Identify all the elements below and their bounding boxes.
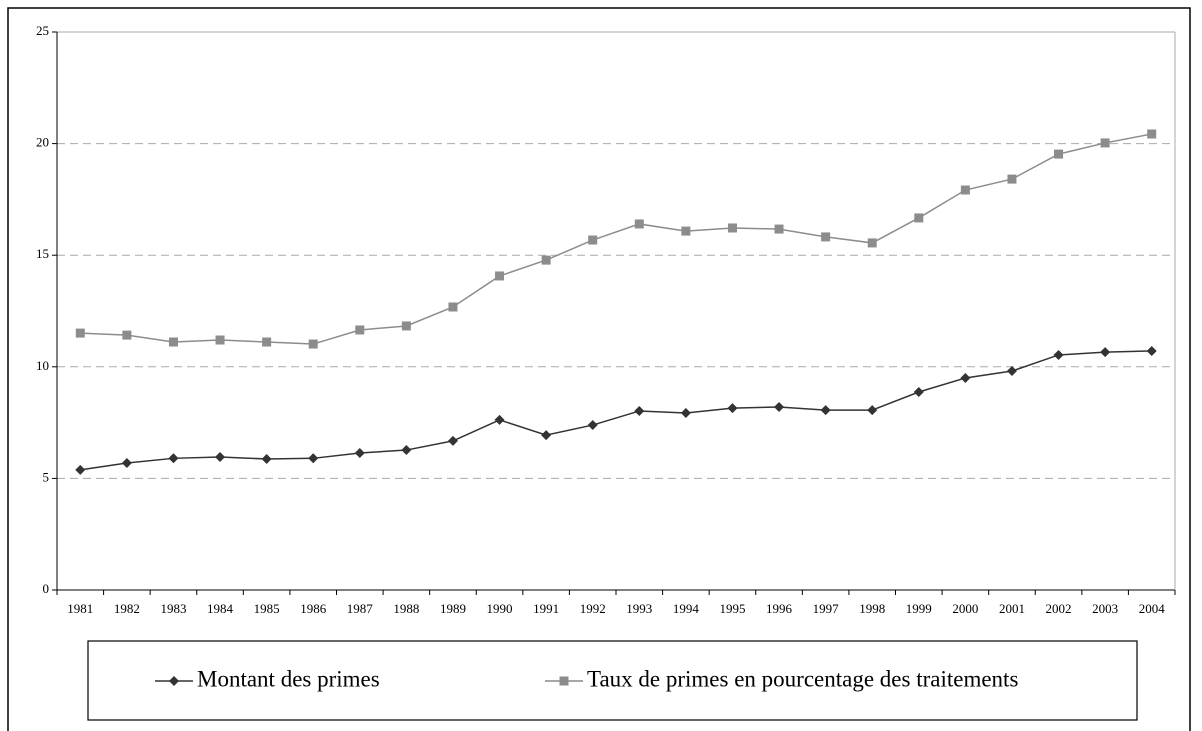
x-tick-label: 1981 — [67, 601, 93, 616]
chart-frame — [7, 7, 1191, 731]
point — [308, 339, 318, 349]
x-tick-label: 1987 — [347, 601, 374, 616]
point — [75, 328, 85, 338]
y-tick-label: 25 — [36, 23, 49, 38]
point — [262, 337, 272, 347]
point — [913, 387, 924, 398]
point — [821, 232, 831, 242]
point — [820, 405, 831, 416]
legend-label: Montant des primes — [197, 666, 380, 691]
point — [727, 403, 738, 414]
point — [914, 213, 924, 223]
point — [1147, 129, 1157, 139]
point — [587, 420, 598, 431]
x-tick-label: 1985 — [254, 601, 280, 616]
point — [401, 445, 412, 456]
point — [634, 405, 645, 416]
x-tick-label: 1996 — [766, 601, 793, 616]
point — [1146, 345, 1157, 356]
point — [215, 451, 226, 462]
point — [168, 337, 178, 347]
point — [588, 235, 598, 245]
x-tick-label: 1988 — [393, 601, 419, 616]
legend-marker — [169, 676, 179, 686]
point — [75, 464, 86, 475]
legend-marker — [559, 676, 569, 686]
point — [447, 435, 458, 446]
point — [1007, 174, 1017, 184]
y-tick-label: 15 — [36, 246, 49, 261]
point — [680, 408, 691, 419]
x-tick-label: 1983 — [160, 601, 186, 616]
x-tick-label: 2001 — [999, 601, 1025, 616]
y-tick-label: 20 — [36, 135, 49, 150]
point — [355, 325, 365, 335]
point — [960, 185, 970, 195]
x-tick-label: 1995 — [719, 601, 745, 616]
point — [681, 226, 691, 236]
x-tick-label: 1986 — [300, 601, 327, 616]
x-tick-label: 1984 — [207, 601, 234, 616]
y-tick-label: 10 — [36, 358, 49, 373]
point — [867, 238, 877, 248]
x-tick-label: 2003 — [1092, 601, 1118, 616]
point — [354, 447, 365, 458]
point — [1006, 366, 1017, 377]
point — [261, 453, 272, 464]
series-line — [80, 133, 1152, 345]
x-tick-label: 2004 — [1139, 601, 1166, 616]
x-tick-label: 1989 — [440, 601, 466, 616]
point — [122, 330, 132, 340]
x-tick-label: 1993 — [626, 601, 652, 616]
point — [1054, 149, 1064, 159]
x-tick-label: 1992 — [580, 601, 606, 616]
point — [1053, 349, 1064, 360]
x-tick-label: 1998 — [859, 601, 885, 616]
x-tick-label: 1982 — [114, 601, 140, 616]
x-tick-label: 2000 — [952, 601, 978, 616]
point — [495, 271, 505, 281]
x-tick-label: 2002 — [1046, 601, 1072, 616]
point — [867, 405, 878, 416]
point — [1100, 138, 1110, 148]
point — [774, 224, 784, 234]
point — [494, 414, 505, 425]
y-tick-label: 0 — [43, 581, 50, 596]
x-tick-label: 1991 — [533, 601, 559, 616]
y-tick-label: 5 — [43, 469, 50, 484]
point — [121, 457, 132, 468]
legend-label: Taux de primes en pourcentage des traite… — [587, 666, 1018, 691]
x-tick-label: 1997 — [813, 601, 840, 616]
point — [448, 302, 458, 312]
legend-box — [87, 640, 1138, 721]
x-tick-label: 1990 — [487, 601, 513, 616]
point — [168, 453, 179, 464]
point — [634, 219, 644, 229]
point — [727, 223, 737, 233]
point — [1100, 347, 1111, 358]
x-tick-label: 1999 — [906, 601, 932, 616]
point — [401, 321, 411, 331]
series-line — [80, 350, 1152, 471]
point — [541, 430, 552, 441]
point — [541, 255, 551, 265]
point — [308, 453, 319, 464]
point — [960, 372, 971, 383]
point — [774, 401, 785, 412]
point — [215, 335, 225, 345]
x-tick-label: 1994 — [673, 601, 700, 616]
